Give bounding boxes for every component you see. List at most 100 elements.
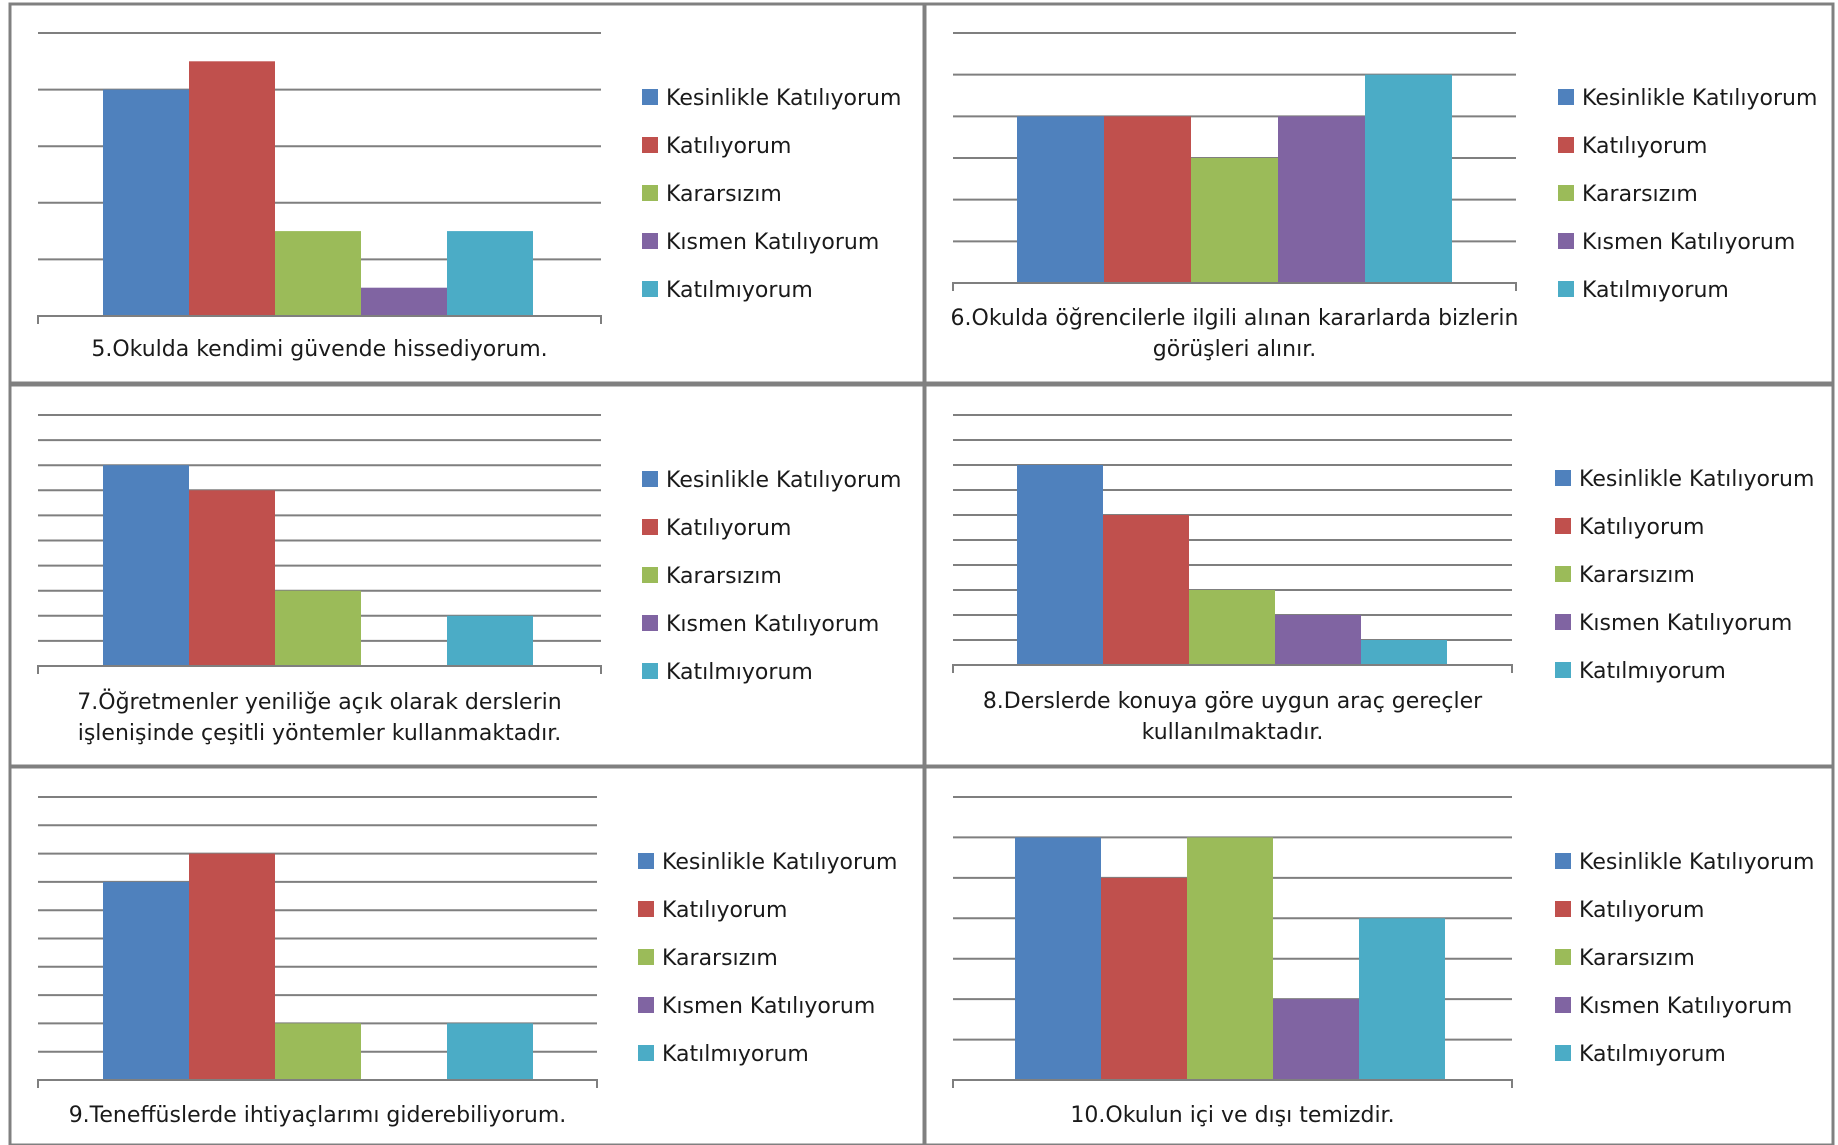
chart-panel-5: 9.Teneffüslerde ihtiyaçlarımı giderebili… — [8, 765, 926, 1145]
legend-swatch — [638, 901, 654, 917]
legend-label: Kısmen Katılıyorum — [1579, 611, 1792, 636]
x-axis — [37, 315, 602, 324]
bar-2 — [1103, 515, 1189, 665]
legend-label: Kararsızım — [666, 564, 782, 589]
legend-label: Kararsızım — [662, 946, 778, 971]
legend-swatch — [1555, 470, 1571, 486]
legend-label: Katılmıyorum — [666, 660, 813, 685]
bar-4 — [361, 287, 447, 316]
chart-panel-2: 6.Okulda öğrencilerle ilgili alınan kara… — [923, 2, 1835, 385]
chart-panel-3: 7.Öğretmenler yeniliğe açık olarak dersl… — [8, 383, 926, 768]
chart-caption-line: işlenişinde çeşitli yöntemler kullanmakt… — [78, 721, 562, 746]
legend-swatch — [1555, 662, 1571, 678]
legend-label: Katılıyorum — [1579, 515, 1704, 540]
bar-1 — [103, 465, 189, 666]
chart-caption-line: 5.Okulda kendimi güvende hissediyorum. — [91, 337, 547, 362]
legend-label: Kesinlikle Katılıyorum — [666, 86, 901, 111]
bar-1 — [103, 881, 189, 1080]
legend-label: Kesinlikle Katılıyorum — [1579, 467, 1814, 492]
bar-3 — [275, 590, 361, 666]
legend-swatch — [1555, 1045, 1571, 1061]
x-axis — [37, 1079, 598, 1088]
panel-border — [923, 2, 1835, 385]
bar-5 — [1359, 918, 1445, 1080]
panel-border — [923, 765, 1835, 1145]
legend-label: Kararsızım — [1579, 563, 1695, 588]
legend-label: Katılıyorum — [1579, 898, 1704, 923]
legend-swatch — [642, 615, 658, 631]
chart-panel-1: 5.Okulda kendimi güvende hissediyorum. Ke… — [8, 2, 926, 385]
bar-2 — [1104, 116, 1191, 283]
bar-1 — [1017, 465, 1103, 665]
legend-label: Katılıyorum — [666, 516, 791, 541]
legend-swatch — [1555, 566, 1571, 582]
legend-swatch — [638, 949, 654, 965]
legend-label: Katılmıyorum — [1582, 278, 1729, 303]
bar-2 — [189, 490, 275, 666]
legend-swatch — [1555, 853, 1571, 869]
legend-swatch — [642, 89, 658, 105]
legend-label: Katılıyorum — [666, 134, 791, 159]
legend-swatch — [1555, 614, 1571, 630]
legend-swatch — [642, 185, 658, 201]
bar-3 — [275, 231, 361, 316]
chart-caption-line: 6.Okulda öğrencilerle ilgili alınan kara… — [951, 306, 1519, 331]
bar-5 — [447, 231, 533, 316]
legend-label: Katılmıyorum — [1579, 1042, 1726, 1067]
bar-2 — [189, 61, 275, 316]
legend-swatch — [1558, 137, 1574, 153]
legend-swatch — [642, 471, 658, 487]
legend-swatch — [638, 853, 654, 869]
legend-label: Kesinlikle Katılıyorum — [666, 468, 901, 493]
chart-caption-line: görüşleri alınır. — [1153, 337, 1316, 362]
chart-caption-line: 7.Öğretmenler yeniliğe açık olarak dersl… — [77, 689, 561, 715]
legend-label: Kısmen Katılıyorum — [662, 994, 875, 1019]
bar-3 — [1187, 837, 1273, 1080]
legend-swatch — [642, 567, 658, 583]
legend-swatch — [1555, 997, 1571, 1013]
legend-swatch — [1555, 949, 1571, 965]
x-axis — [952, 1079, 1513, 1088]
legend-swatch — [1555, 518, 1571, 534]
chart-caption-line: kullanılmaktadır. — [1142, 720, 1324, 745]
bar-3 — [1191, 158, 1278, 283]
legend-swatch — [638, 1045, 654, 1061]
legend-label: Kararsızım — [666, 182, 782, 207]
legend-swatch — [642, 233, 658, 249]
bar-4 — [1275, 615, 1361, 665]
legend-label: Kısmen Katılıyorum — [1579, 994, 1792, 1019]
chart-caption-line: 9.Teneffüslerde ihtiyaçlarımı giderebili… — [69, 1103, 567, 1128]
bar-5 — [1365, 74, 1452, 284]
bar-4 — [1278, 116, 1365, 283]
legend-label: Kesinlikle Katılıyorum — [662, 850, 897, 875]
bar-1 — [1015, 837, 1101, 1080]
legend-label: Kararsızım — [1579, 946, 1695, 971]
legend-label: Kesinlikle Katılıyorum — [1582, 86, 1817, 111]
x-axis — [952, 664, 1513, 673]
bar-3 — [1189, 590, 1275, 665]
legend-swatch — [642, 281, 658, 297]
bar-1 — [1017, 116, 1104, 283]
legend-swatch — [642, 519, 658, 535]
x-axis — [37, 665, 602, 674]
legend-label: Kısmen Katılıyorum — [666, 612, 879, 637]
legend-label: Katılıyorum — [1582, 134, 1707, 159]
legend-swatch — [1558, 185, 1574, 201]
legend-label: Kısmen Katılıyorum — [666, 230, 879, 255]
legend-label: Kısmen Katılıyorum — [1582, 230, 1795, 255]
x-axis — [952, 282, 1517, 291]
legend-label: Katılmıyorum — [662, 1042, 809, 1067]
legend-swatch — [1558, 233, 1574, 249]
legend-label: Katılmıyorum — [1579, 659, 1726, 684]
legend-label: Kararsızım — [1582, 182, 1698, 207]
chart-caption-line: 10.Okulun içi ve dışı temizdir. — [1070, 1103, 1394, 1128]
legend-swatch — [1558, 281, 1574, 297]
chart-panel-4: 8.Derslerde konuya göre uygun araç gereç… — [923, 383, 1835, 768]
legend-swatch — [1555, 901, 1571, 917]
bar-2 — [1101, 877, 1187, 1080]
legend-label: Katılmıyorum — [666, 278, 813, 303]
bar-1 — [103, 89, 189, 316]
legend-label: Katılıyorum — [662, 898, 787, 923]
legend-swatch — [642, 137, 658, 153]
